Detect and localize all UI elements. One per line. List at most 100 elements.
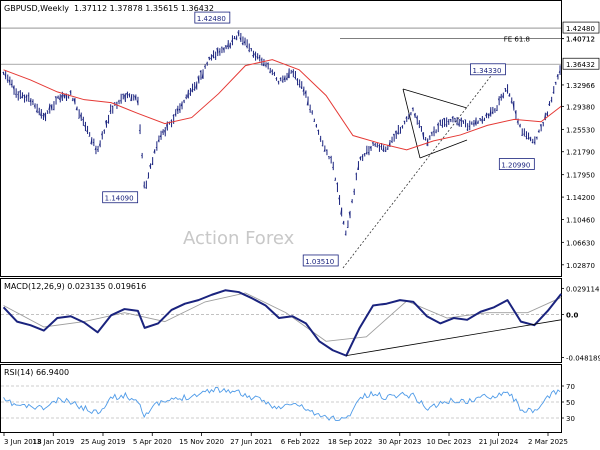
price-bar-open [348,211,351,218]
price-bar-open [350,200,353,203]
price-bar-open [134,95,137,100]
price-bar-open [487,113,489,117]
price-bar-open [466,129,468,131]
price-bar-open [474,117,477,125]
price-y-tick-label: 1.25530 [566,126,595,134]
triangle-lower-line [419,139,468,159]
price-bar-open [29,99,32,103]
price-bar-open [329,156,332,159]
price-bar-open [451,116,454,120]
price-bar-open [176,108,179,112]
price-bar-open [226,42,229,48]
price-bar-open [122,93,124,96]
price-bar-open [245,45,248,48]
price-bar-open [56,96,59,98]
x-tick-label: 5 Apr 2020 [133,438,172,446]
price-bar-open [75,106,78,111]
price-bar-open [197,76,200,84]
price-bar-open [499,95,502,98]
price-bar-open [107,120,109,124]
price-bar-open [523,133,525,135]
price-bar-open [539,124,542,128]
price-bar-open [151,163,153,165]
price-bar-open [100,133,103,136]
price-bar-open [243,40,246,44]
price-bar-open [19,91,21,93]
x-tick-label: 10 Dec 2023 [427,438,472,446]
price-bar-open [8,79,11,83]
price-bar-open [405,116,408,119]
price-bar-open [50,104,53,111]
projection-dashed-line [342,71,495,269]
price-annotation-box [302,254,339,267]
last-price-tag-label: 1.36432 [566,61,595,69]
price-bar-open [323,149,326,152]
price-bar-open [44,113,46,120]
price-bar-open [159,134,162,138]
price-bar-open [10,83,13,86]
price-bar-open [420,125,422,128]
price-y-tick-label: 1.32966 [566,82,595,90]
price-bar-open [283,76,286,81]
x-tick-label: 25 Aug 2019 [81,438,126,446]
price-bar-open [346,227,349,229]
price-bar-open [445,124,447,126]
price-bar-open [138,129,141,132]
macd-line [2,289,562,357]
price-bar-open [306,99,309,106]
price-bar-open [485,113,487,117]
price-bar-open [369,145,372,149]
price-bar-open [300,86,303,89]
price-bar-open [250,47,252,50]
price-bar-open [21,95,23,99]
x-tick-label: 13 Jan 2019 [32,438,74,446]
price-bar-open [542,122,544,124]
price-bar-open [252,54,254,57]
price-bar-open [394,130,397,136]
price-bar-open [447,120,450,123]
price-bar-open [415,116,418,120]
price-bar-open [514,111,517,115]
rsi-y-tick-label: 70 [566,383,575,391]
price-bar-open [73,98,76,104]
price-bar-open [476,121,479,124]
price-bar-open [79,114,82,119]
price-bar-open [256,56,258,59]
price-bar-open [212,55,214,59]
price-bar-open [37,111,40,114]
price-bar-open [266,62,269,65]
fe-level-tick-label: 1.40712 [566,36,595,44]
x-tick-label: 6 Feb 2022 [281,438,320,446]
price-bar-open [84,124,86,128]
chart-symbol: GBPUSD,Weekly [4,4,69,13]
x-tick-label: 2 Mar 2025 [528,438,568,446]
price-bar-open [109,109,111,112]
price-bar-open [231,39,233,42]
price-bar-open [96,148,99,151]
price-bar-open [472,123,475,125]
price-annotation-label: 1.20990 [501,162,530,170]
price-bar-open [502,94,504,98]
rsi-layer [3,386,561,422]
price-bar-open [413,113,416,118]
price-bar-open [497,98,500,101]
price-annotation-label: 1.03510 [305,258,334,266]
macd-signal-line [3,292,562,342]
price-bar-open [82,118,84,121]
price-bar-open [239,37,242,41]
price-bar-open [229,42,231,48]
price-bar-open [178,108,181,111]
price-bar-open [518,125,521,128]
price-bar-open [268,71,271,73]
macd-title: MACD(12,26,9) 0.023135 0.019616 [4,282,146,291]
price-bar-open [493,109,496,111]
price-bar-open [392,133,395,137]
last-price-tag [562,57,600,70]
price-bar-open [531,141,533,144]
price-bar-open [512,102,515,110]
price-bar-open [554,81,557,84]
price-bar-open [382,147,384,152]
price-bar-open [48,105,51,111]
price-y-tick-label: 1.10460 [566,216,595,224]
price-bar-open [222,48,225,51]
